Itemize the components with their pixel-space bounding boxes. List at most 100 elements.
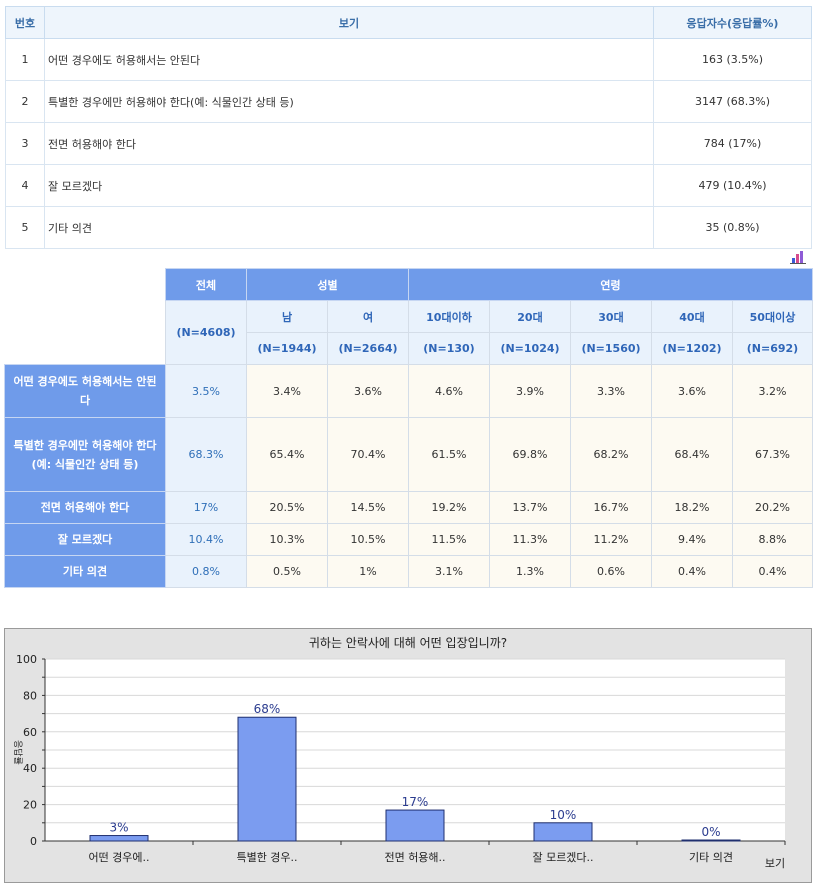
y-tick-label: 20	[23, 799, 37, 812]
row-total: 17%	[165, 491, 247, 524]
column-n: (N=1024)	[489, 332, 571, 365]
bar	[681, 839, 741, 842]
y-tick-label: 80	[23, 689, 37, 702]
bar-value-label: 68%	[254, 702, 281, 716]
cell-value: 3.2%	[732, 364, 813, 418]
cell-value: 3.6%	[651, 364, 733, 418]
header-count: 응답자수(응답률%)	[653, 6, 812, 39]
x-tick-label: 특별한 경우..	[236, 851, 297, 864]
cell-value: 65.4%	[246, 417, 328, 492]
cell-value: 11.3%	[489, 523, 571, 556]
row-number: 3	[5, 122, 45, 165]
column-n: (N=2664)	[327, 332, 409, 365]
table-row: 2 특별한 경우에만 허용해야 한다(예: 식물인간 상태 등) 3147 (6…	[5, 80, 812, 123]
cell-value: 3.3%	[570, 364, 652, 418]
bar	[89, 835, 149, 842]
bar-value-label: 3%	[109, 821, 128, 835]
row-option: 잘 모르겠다	[44, 164, 654, 207]
answer-table: 번호 보기 응답자수(응답률%) 1 어떤 경우에도 허용해서는 안된다 163…	[5, 6, 812, 249]
cell-value: 11.5%	[408, 523, 490, 556]
column-label: 20대	[489, 300, 571, 333]
column-label: 남	[246, 300, 328, 333]
row-option: 전면 허용해야 한다	[44, 122, 654, 165]
x-tick-label: 기타 의견	[689, 851, 733, 864]
cross-n-row: (N=1944) (N=2664) (N=130) (N=1024) (N=15…	[5, 332, 813, 365]
row-number: 4	[5, 164, 45, 207]
table-row: 특별한 경우에만 허용해야 한다(예: 식물인간 상태 등) 68.3% 65.…	[4, 417, 813, 492]
row-count: 3147 (68.3%)	[653, 80, 812, 123]
row-option: 특별한 경우에만 허용해야 한다(예: 식물인간 상태 등)	[44, 80, 654, 123]
cell-value: 10.5%	[327, 523, 409, 556]
cell-value: 10.3%	[246, 523, 328, 556]
cross-subheader-row: (N=4608) 남 여 10대이하 20대 30대 40대 50대이상	[5, 300, 813, 365]
row-count: 784 (17%)	[653, 122, 812, 165]
header-no: 번호	[5, 6, 45, 39]
column-n: (N=1944)	[246, 332, 328, 365]
age-header: 연령	[408, 268, 813, 301]
chart-title: 귀하는 안락사에 대해 어떤 입장입니까?	[308, 636, 508, 650]
cell-value: 4.6%	[408, 364, 490, 418]
cell-value: 67.3%	[732, 417, 813, 492]
table-row: 잘 모르겠다 10.4% 10.3% 10.5% 11.5% 11.3% 11.…	[4, 523, 813, 556]
y-tick-label: 0	[30, 835, 37, 848]
cross-table: 전체 성별 연령 (N=4608) 남 여 10대이하 20대 30대 40대 …	[4, 268, 813, 588]
cell-value: 70.4%	[327, 417, 409, 492]
bar-value-label: 10%	[550, 808, 577, 822]
column-label: 여	[327, 300, 409, 333]
answer-table-header: 번호 보기 응답자수(응답률%)	[5, 6, 812, 39]
bar-chart-icon[interactable]	[790, 250, 808, 264]
y-tick-label: 60	[23, 726, 37, 739]
cell-value: 16.7%	[570, 491, 652, 524]
table-row: 기타 의견 0.8% 0.5% 1% 3.1% 1.3% 0.6% 0.4% 0…	[4, 555, 813, 588]
bar	[385, 809, 445, 842]
cell-value: 69.8%	[489, 417, 571, 492]
cell-value: 3.9%	[489, 364, 571, 418]
row-label: 어떤 경우에도 허용해서는 안된다	[4, 364, 166, 418]
bar-value-label: 17%	[402, 795, 429, 809]
row-count: 479 (10.4%)	[653, 164, 812, 207]
row-total: 3.5%	[165, 364, 247, 418]
table-row: 4 잘 모르겠다 479 (10.4%)	[5, 164, 812, 207]
x-tick-label: 어떤 경우에..	[88, 851, 149, 864]
cell-value: 3.4%	[246, 364, 328, 418]
corner-blank	[4, 268, 166, 365]
row-number: 2	[5, 80, 45, 123]
cell-value: 0.4%	[651, 555, 733, 588]
column-n: (N=130)	[408, 332, 490, 365]
row-label: 잘 모르겠다	[4, 523, 166, 556]
x-tick-label: 잘 모르겠다..	[532, 851, 593, 864]
column-label: 10대이하	[408, 300, 490, 333]
row-label: 기타 의견	[4, 555, 166, 588]
bar	[533, 822, 593, 842]
table-row: 전면 허용해야 한다 17% 20.5% 14.5% 19.2% 13.7% 1…	[4, 491, 813, 524]
cell-value: 11.2%	[570, 523, 652, 556]
row-total: 0.8%	[165, 555, 247, 588]
row-count: 35 (0.8%)	[653, 206, 812, 249]
cell-value: 0.4%	[732, 555, 813, 588]
cell-value: 20.5%	[246, 491, 328, 524]
cell-value: 0.5%	[246, 555, 328, 588]
row-option: 기타 의견	[44, 206, 654, 249]
row-count: 163 (3.5%)	[653, 38, 812, 81]
cell-value: 68.4%	[651, 417, 733, 492]
column-label: 40대	[651, 300, 733, 333]
column-label: 50대이상	[732, 300, 813, 333]
cell-value: 61.5%	[408, 417, 490, 492]
response-chart: 귀하는 안락사에 대해 어떤 입장입니까? 0 20 40 60 80 100 응답률 3% 어…	[4, 628, 812, 883]
cell-value: 0.6%	[570, 555, 652, 588]
cell-value: 68.2%	[570, 417, 652, 492]
total-header: 전체	[165, 268, 247, 301]
column-n: (N=692)	[732, 332, 813, 365]
row-total: 68.3%	[165, 417, 247, 492]
cell-value: 3.6%	[327, 364, 409, 418]
chart-plot: 0 20 40 60 80 100 응답률 3% 어떤 경우에.. 68% 특별한 경우.. 17% 전…	[12, 653, 786, 870]
row-label: 특별한 경우에만 허용해야 한다(예: 식물인간 상태 등)	[4, 417, 166, 492]
row-label: 전면 허용해야 한다	[4, 491, 166, 524]
y-tick-label: 40	[23, 762, 37, 775]
cell-value: 3.1%	[408, 555, 490, 588]
cross-header-row: 전체 성별 연령	[4, 268, 813, 365]
x-axis-title: 보기	[765, 857, 785, 870]
y-axis-title: 응답률	[12, 740, 24, 765]
cell-value: 1.3%	[489, 555, 571, 588]
column-n: (N=1560)	[570, 332, 652, 365]
